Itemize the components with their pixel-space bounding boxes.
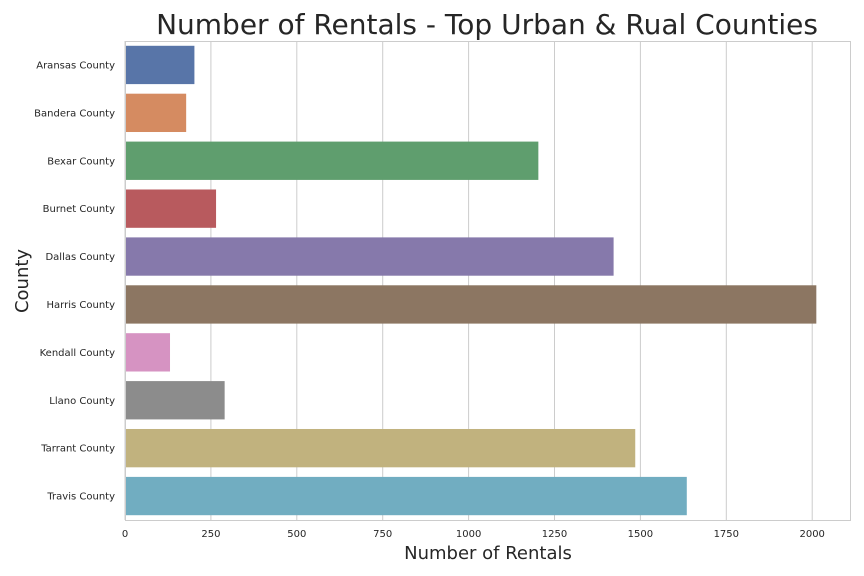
x-tick-label: 0 xyxy=(122,529,128,540)
bar-bandera-county xyxy=(125,93,187,133)
bar-dallas-county xyxy=(125,237,614,276)
x-tick-label: 1750 xyxy=(714,529,739,540)
x-tick-labels: 0 250 500 750 1000 1250 1500 1750 2000 xyxy=(122,529,825,540)
bar-kendall-county xyxy=(125,333,171,372)
y-tick-labels: Aransas County Bandera County Bexar County… xyxy=(34,60,115,502)
x-tick-label: 500 xyxy=(287,529,306,540)
y-axis-label: County xyxy=(12,249,33,313)
y-tick-label: Aransas County xyxy=(36,60,115,71)
plot-frame xyxy=(125,41,851,521)
y-tick-label: Bandera County xyxy=(34,108,115,119)
bars xyxy=(125,45,817,516)
x-tick-label: 1500 xyxy=(628,529,653,540)
y-tick-label: Bexar County xyxy=(47,156,115,167)
bar-harris-county xyxy=(125,285,817,324)
x-tick-label: 750 xyxy=(373,529,392,540)
x-tick-label: 1000 xyxy=(456,529,481,540)
y-tick-label: Travis County xyxy=(46,492,115,503)
y-tick-label: Burnet County xyxy=(43,204,115,215)
bar-bexar-county xyxy=(125,141,539,180)
bar-burnet-county xyxy=(125,189,217,228)
x-tick-label: 250 xyxy=(201,529,220,540)
y-tick-label: Tarrant County xyxy=(40,444,115,455)
x-axis-label: Number of Rentals xyxy=(404,543,572,564)
bar-aransas-county xyxy=(125,45,195,85)
y-tick-label: Llano County xyxy=(49,396,115,407)
y-tick-label: Harris County xyxy=(47,300,116,311)
bar-tarrant-county xyxy=(125,428,636,468)
bar-travis-county xyxy=(125,476,687,516)
y-tick-label: Kendall County xyxy=(40,348,115,359)
x-tick-label: 2000 xyxy=(799,529,824,540)
gridlines xyxy=(124,41,813,520)
y-tick-label: Dallas County xyxy=(45,252,115,263)
x-tick-label: 1250 xyxy=(542,529,567,540)
chart-title: Number of Rentals - Top Urban & Rual Cou… xyxy=(156,8,818,41)
bar-llano-county xyxy=(125,381,225,420)
